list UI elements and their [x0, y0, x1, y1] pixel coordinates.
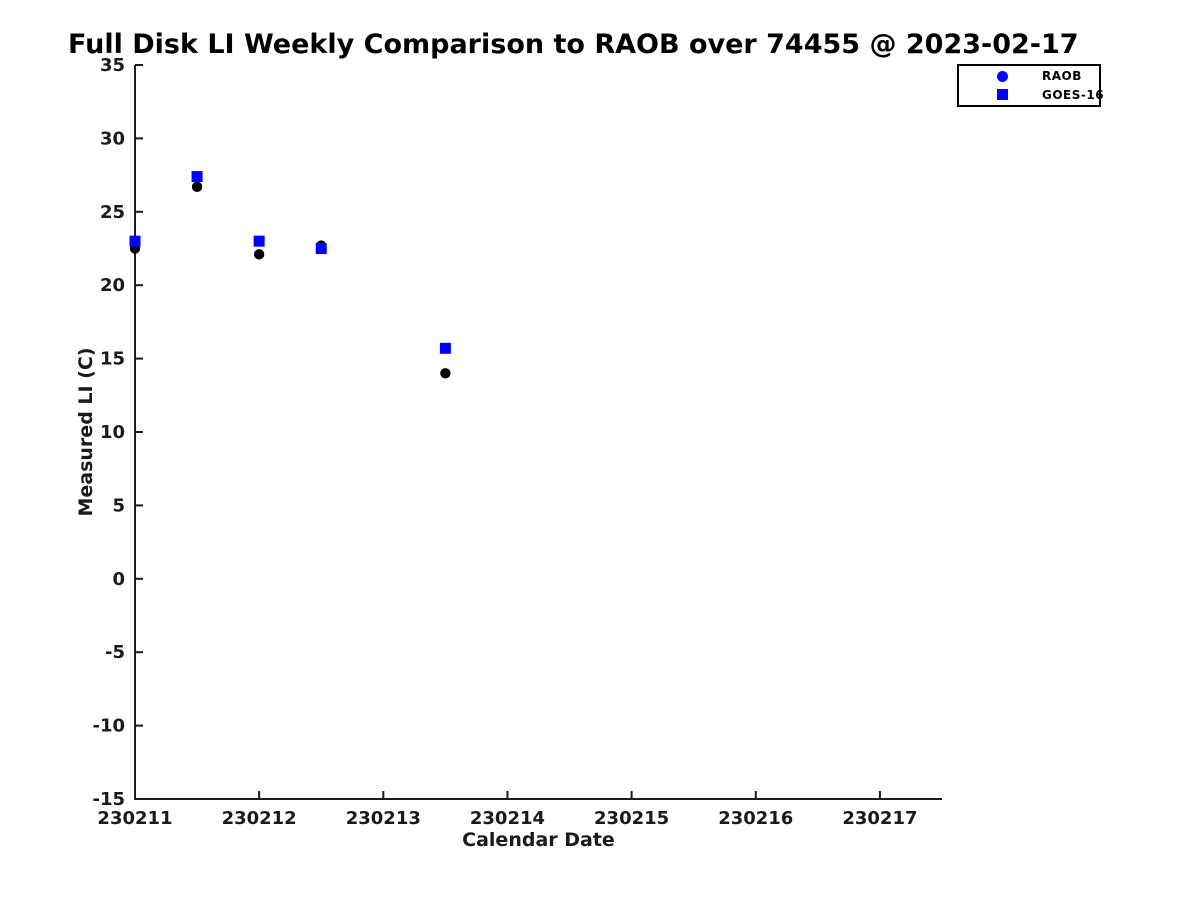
legend-label-goes16: GOES-16: [1042, 87, 1105, 102]
y-tick-label: 5: [112, 495, 125, 516]
x-tick-label: 230213: [346, 808, 421, 829]
y-tick-label: 30: [100, 128, 125, 149]
x-tick-label: 230216: [718, 808, 793, 829]
y-tick-label: 10: [100, 422, 125, 443]
legend-entry-goes16: GOES-16: [959, 87, 1104, 103]
y-tick-label: 15: [100, 349, 125, 370]
y-axis-label: Measured LI (C): [75, 347, 97, 517]
legend-label-raob: RAOB: [1042, 69, 1082, 84]
y-tick-label: -10: [92, 716, 125, 737]
x-tick-label: 230211: [97, 808, 172, 829]
goes16-square-marker-icon: [997, 89, 1008, 101]
legend: RAOB GOES-16: [957, 64, 1104, 107]
chart-title: Full Disk LI Weekly Comparison to RAOB o…: [68, 29, 1079, 60]
y-tick-label: 25: [100, 202, 125, 223]
data-point-raob: [253, 249, 265, 260]
legend-entry-raob: RAOB: [959, 68, 1099, 84]
y-tick-label: 20: [100, 275, 125, 296]
x-tick-label: 230214: [470, 808, 545, 829]
y-tick-label: -15: [92, 789, 125, 810]
raob-circle-marker-icon: [997, 70, 1008, 82]
data-point-goes-16: [129, 235, 141, 247]
x-tick-label: 230212: [222, 808, 297, 829]
data-point-raob: [191, 181, 203, 193]
y-tick-label: -5: [105, 642, 125, 663]
data-point-goes-16: [439, 342, 451, 354]
x-tick-label: 230215: [594, 808, 669, 829]
x-axis-label: Calendar Date: [462, 829, 615, 851]
y-tick-label: 35: [100, 55, 125, 76]
y-tick-label: 0: [112, 569, 125, 590]
data-point-goes-16: [191, 171, 203, 183]
data-point-goes-16: [253, 235, 265, 247]
data-point-goes-16: [315, 243, 327, 254]
data-point-raob: [440, 368, 451, 379]
x-tick-label: 230217: [842, 808, 917, 829]
